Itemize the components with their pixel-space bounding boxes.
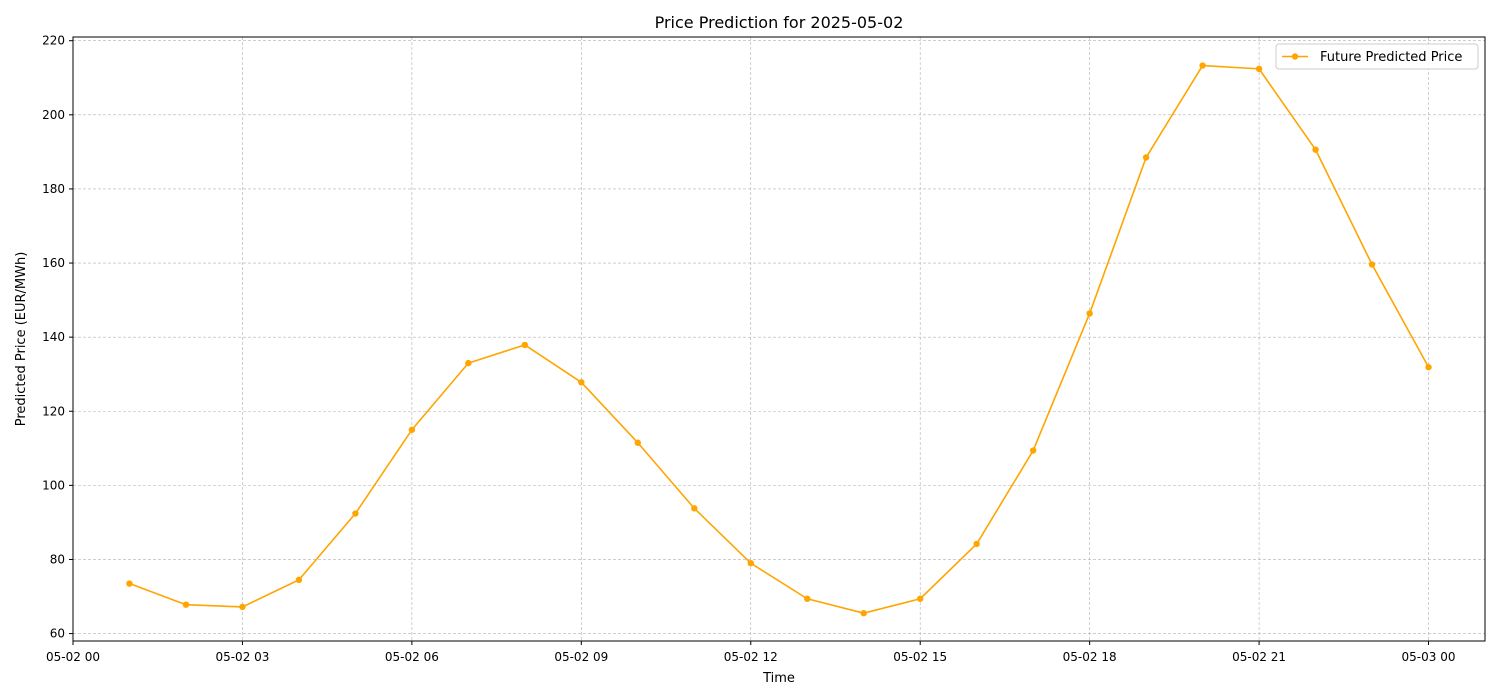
data-point xyxy=(1086,310,1093,317)
y-tick-label: 80 xyxy=(50,552,65,566)
data-point xyxy=(352,510,359,517)
data-point xyxy=(973,540,980,548)
x-tick-label: 05-02 00 xyxy=(46,650,100,664)
data-point xyxy=(408,426,416,433)
data-point xyxy=(691,505,698,512)
x-axis: 05-02 00 05-02 03 05-02 06 05-02 09 05-02 12… xyxy=(46,641,1455,664)
data-point xyxy=(1368,261,1376,268)
data-point xyxy=(295,576,303,584)
data-point xyxy=(126,580,133,587)
y-tick-label: 140 xyxy=(42,330,65,344)
legend: Future Predicted Price xyxy=(1275,43,1479,70)
legend-entry: Future Predicted Price xyxy=(1320,50,1462,65)
plot-area xyxy=(72,36,1486,642)
y-axis-title: Predicted Price (EUR/MWh) xyxy=(14,252,29,427)
data-point xyxy=(634,439,641,446)
x-tick-label: 05-02 03 xyxy=(215,650,269,664)
data-point xyxy=(1199,62,1206,69)
x-tick-label: 05-02 06 xyxy=(385,650,439,664)
data-point xyxy=(917,595,924,602)
x-tick-label: 05-02 15 xyxy=(893,650,947,664)
data-point xyxy=(1142,154,1150,161)
data-point xyxy=(239,603,246,611)
data-point xyxy=(1029,447,1037,454)
data-point xyxy=(182,601,190,608)
y-tick-label: 100 xyxy=(42,478,65,492)
data-point xyxy=(465,359,472,367)
y-tick-label: 60 xyxy=(50,627,65,641)
grid xyxy=(72,37,1485,641)
data-point xyxy=(521,341,529,349)
y-axis: 60 80 100 120 140 160 180 200 220 xyxy=(42,34,73,641)
x-tick-label: 05-03 00 xyxy=(1402,650,1456,664)
x-tick-label: 05-02 21 xyxy=(1232,650,1286,664)
series-layer xyxy=(126,62,1432,617)
data-point xyxy=(1312,146,1319,153)
data-point xyxy=(804,595,811,602)
x-axis-title: Time xyxy=(762,671,795,686)
data-point xyxy=(578,379,585,386)
legend-marker xyxy=(1291,53,1299,60)
y-tick-label: 220 xyxy=(42,34,65,48)
data-point xyxy=(1425,363,1432,371)
series-line xyxy=(129,64,1430,615)
x-tick-label: 05-02 12 xyxy=(724,650,778,664)
legend-box xyxy=(1275,43,1479,70)
data-point xyxy=(1255,65,1263,73)
x-tick-label: 05-02 09 xyxy=(554,650,608,664)
y-tick-label: 160 xyxy=(42,256,65,270)
x-tick-label: 05-02 18 xyxy=(1063,650,1117,664)
y-tick-label: 180 xyxy=(42,182,65,196)
data-point xyxy=(747,559,754,567)
chart-title: Price Prediction for 2025-05-02 xyxy=(655,13,904,32)
y-tick-label: 120 xyxy=(42,404,65,418)
y-tick-label: 200 xyxy=(42,108,65,122)
data-point xyxy=(860,610,867,617)
